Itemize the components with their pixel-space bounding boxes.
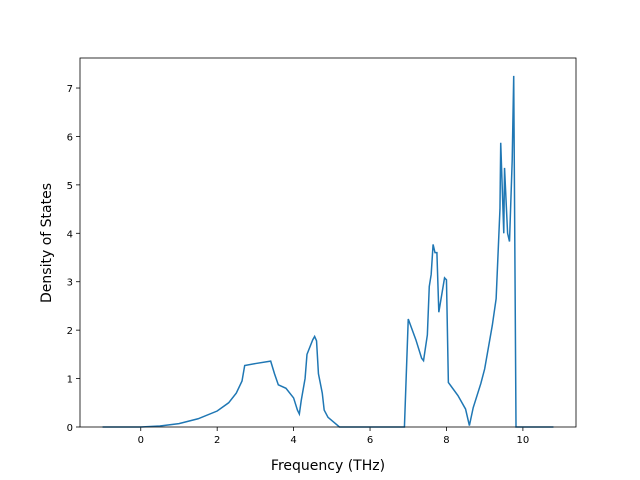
x-tick-label: 4 [290,435,296,446]
y-tick-label: 1 [67,375,73,386]
line [102,75,554,428]
y-tick-label: 0 [67,423,73,434]
y-tick-label: 7 [67,84,73,95]
y-axis-label: Density of States [39,183,55,303]
y-tick-label: 6 [67,132,73,143]
x-tick-label: 0 [138,435,144,446]
x-axis-label: Frequency (THz) [271,458,385,474]
plot-frame [79,57,577,428]
y-tick-label: 3 [67,278,73,289]
x-tick-label: 8 [443,435,449,446]
x-tick-label: 6 [367,435,373,446]
x-tick-label: 10 [517,435,530,446]
y-tick-label: 2 [67,326,73,337]
y-tick-label: 4 [67,229,73,240]
y-tick-label: 5 [67,181,73,192]
x-tick-label: 2 [214,435,220,446]
